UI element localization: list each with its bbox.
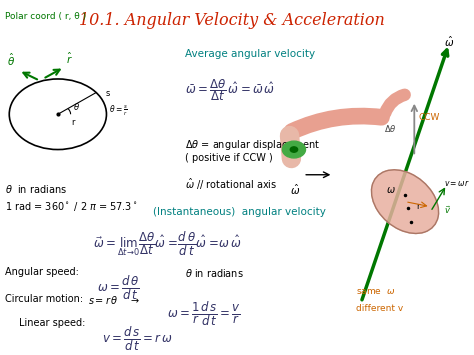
Text: 10.1. Angular Velocity & Acceleration: 10.1. Angular Velocity & Acceleration [79,12,384,29]
Text: same  $\omega$: same $\omega$ [356,287,396,296]
Text: $\omega = \dfrac{1}{r}\dfrac{d\,s}{d\,t} = \dfrac{v}{r}$: $\omega = \dfrac{1}{r}\dfrac{d\,s}{d\,t}… [167,301,240,328]
Text: r: r [417,202,420,211]
Text: $\theta$ in radians: $\theta$ in radians [185,267,244,279]
Text: $v = \omega r$: $v = \omega r$ [445,178,470,188]
Text: $\vec{\omega} = \lim_{\Delta t \to 0}\dfrac{\Delta\theta}{\Delta t}\hat{\omega}\: $\vec{\omega} = \lim_{\Delta t \to 0}\df… [92,230,241,258]
Text: Angular speed:: Angular speed: [5,267,79,277]
Text: Polar coord ( r, θ ): Polar coord ( r, θ ) [5,12,86,21]
Text: $v = \dfrac{d\,s}{d\,t} = r\,\omega$: $v = \dfrac{d\,s}{d\,t} = r\,\omega$ [102,325,173,353]
Text: Circular motion:: Circular motion: [5,294,83,304]
FancyArrowPatch shape [385,95,405,113]
Text: $\hat{\omega}$ // rotational axis: $\hat{\omega}$ // rotational axis [185,176,277,192]
Text: r: r [71,118,74,127]
Text: different v: different v [356,304,404,313]
Text: $\hat{\omega}$: $\hat{\omega}$ [445,35,455,49]
Text: CCW: CCW [419,113,440,122]
Text: $\hat{\omega}$: $\hat{\omega}$ [290,183,301,197]
Text: $\omega$: $\omega$ [386,185,396,195]
FancyArrowPatch shape [290,136,292,159]
FancyArrowPatch shape [292,116,382,132]
Text: $\vec{v}$: $\vec{v}$ [445,204,451,216]
Text: $\Delta\theta$: $\Delta\theta$ [384,124,397,135]
Text: $\omega = \dfrac{d\,\theta}{d\,t}$: $\omega = \dfrac{d\,\theta}{d\,t}$ [97,274,140,302]
Text: $s = r\,\theta$    $\rightarrow$: $s = r\,\theta$ $\rightarrow$ [88,294,140,306]
Circle shape [283,141,306,158]
Text: (Instantaneous)  angular velocity: (Instantaneous) angular velocity [153,207,326,217]
Text: Linear speed:: Linear speed: [18,318,85,328]
Text: $\bar{\omega} = \dfrac{\Delta\theta}{\Delta t}\,\hat{\omega} = \bar{\omega}\,\ha: $\bar{\omega} = \dfrac{\Delta\theta}{\De… [185,77,275,103]
Text: $\theta$  in radians: $\theta$ in radians [5,183,66,195]
Text: $\theta = \frac{s}{r}$: $\theta = \frac{s}{r}$ [109,104,128,118]
Text: Average angular velocity: Average angular velocity [185,49,315,59]
Circle shape [290,147,298,152]
Text: $\Delta\theta$ = angular displacement
( positive if CCW ): $\Delta\theta$ = angular displacement ( … [185,138,320,163]
Text: s: s [106,89,110,98]
Ellipse shape [372,170,438,234]
Text: $\hat{r}$: $\hat{r}$ [66,51,73,66]
Text: $\theta$: $\theta$ [73,100,80,111]
Text: $\hat{\theta}$: $\hat{\theta}$ [7,52,15,68]
Text: 1 rad = 360$^\circ$ / 2 $\pi$ = 57.3$^\circ$: 1 rad = 360$^\circ$ / 2 $\pi$ = 57.3$^\c… [5,200,137,213]
